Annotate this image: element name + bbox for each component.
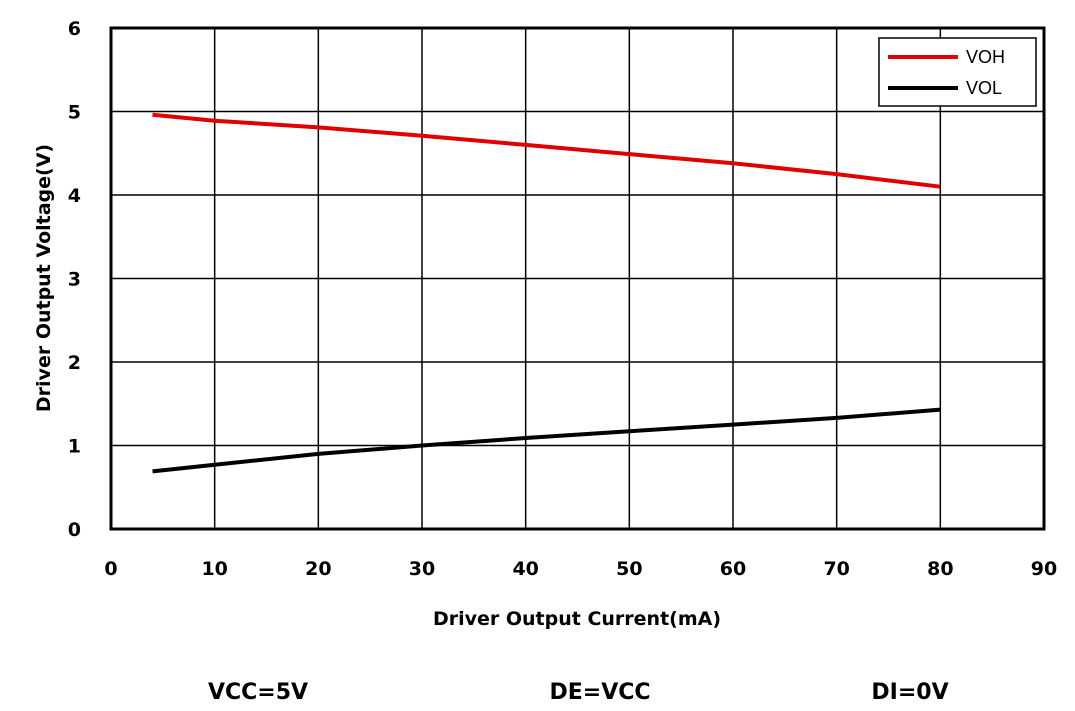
x-tick-label: 50 (616, 558, 642, 580)
x-axis-ticks: 0 10 20 30 40 50 60 70 80 90 (104, 558, 1057, 580)
x-tick-label: 40 (512, 558, 538, 580)
x-tick-label: 80 (927, 558, 953, 580)
x-tick-label: 10 (201, 558, 227, 580)
x-tick-label: 20 (305, 558, 331, 580)
y-tick-label: 1 (68, 436, 81, 458)
condition-de: DE=VCC (549, 680, 650, 705)
x-tick-label: 90 (1031, 558, 1057, 580)
y-axis-title: Driver Output Voltage(V) (33, 144, 55, 412)
y-tick-label: 3 (68, 269, 81, 291)
x-tick-label: 60 (720, 558, 746, 580)
series-layer (152, 112, 941, 474)
x-axis-title: Driver Output Current(mA) (433, 608, 721, 630)
legend-box (878, 37, 1037, 107)
y-tick-label: 5 (68, 102, 81, 124)
y-tick-label: 4 (68, 185, 81, 207)
y-tick-label: 2 (68, 352, 81, 374)
legend-label-voh: VOH (966, 47, 1005, 67)
legend: VOH VOL (878, 37, 1037, 107)
x-tick-label: 70 (823, 558, 849, 580)
legend-label-vol: VOL (966, 78, 1002, 98)
condition-vcc: VCC=5V (208, 680, 308, 705)
y-tick-label: 0 (68, 519, 81, 541)
y-tick-label: 6 (68, 18, 81, 40)
series-line-voh (152, 112, 941, 189)
plot-area-border (109, 26, 1046, 531)
series-line-vol (152, 407, 941, 474)
y-axis-ticks: 0 1 2 3 4 5 6 (68, 18, 81, 541)
x-tick-label: 30 (409, 558, 435, 580)
condition-di: DI=0V (871, 680, 948, 705)
x-tick-label: 0 (104, 558, 117, 580)
